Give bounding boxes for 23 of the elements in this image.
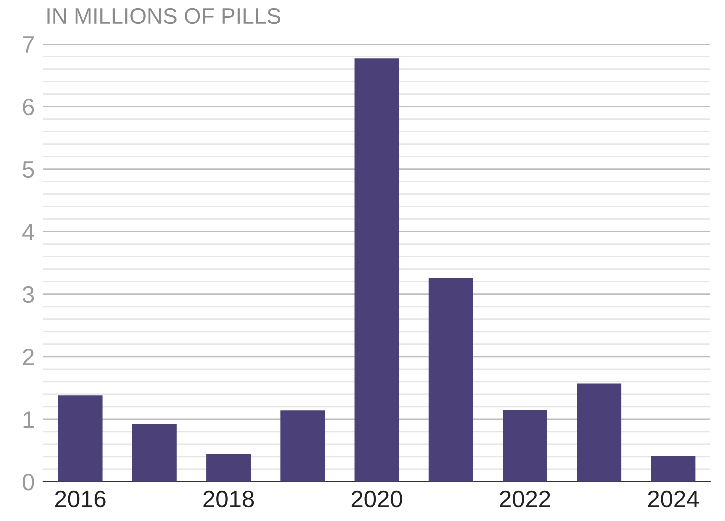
x-tick-label: 2018: [204, 490, 254, 508]
bar: [58, 396, 103, 482]
y-tick-label: 5: [22, 162, 34, 178]
x-tick-label: 2022: [500, 490, 550, 508]
y-tick-label: 0: [22, 474, 34, 491]
y-tick-label: 6: [23, 98, 34, 116]
bar: [428, 278, 474, 482]
y-tick-label: 7: [23, 36, 34, 53]
bar: [502, 410, 548, 482]
y-tick-label: 4: [22, 224, 34, 240]
y-tick-label: 1: [24, 412, 34, 428]
y-axis-title: IN MILLIONS OF PILLS: [48, 8, 281, 24]
y-tick-label: 3: [22, 286, 34, 304]
bar: [132, 424, 177, 482]
x-tick-label: 2016: [55, 490, 106, 508]
bar: [577, 384, 622, 482]
x-tick-label: 2020: [352, 490, 402, 508]
bar: [651, 456, 696, 482]
bar: [206, 454, 252, 482]
bar: [354, 58, 400, 482]
x-tick-label: 2024: [648, 490, 700, 508]
y-tick-label: 2: [23, 348, 34, 366]
bar: [280, 410, 326, 482]
